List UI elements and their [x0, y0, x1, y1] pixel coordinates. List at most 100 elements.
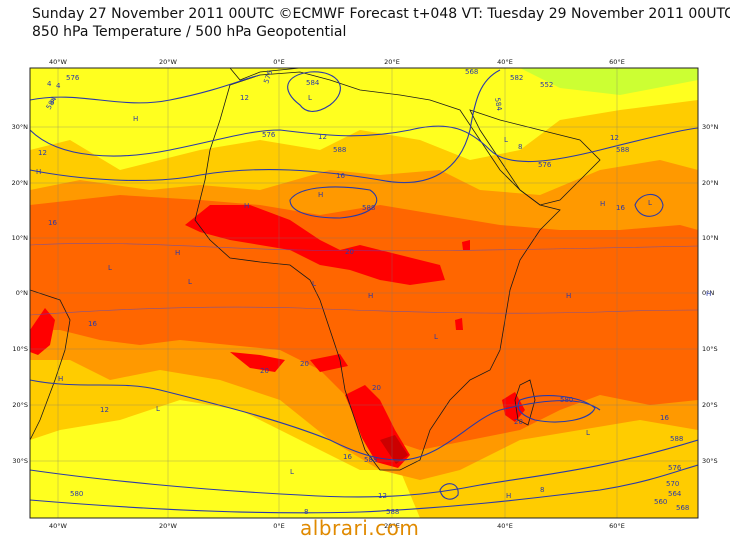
graticule: [30, 68, 698, 518]
lat-label-right: 30°S: [702, 457, 718, 465]
high-marker: H: [566, 292, 571, 300]
lat-label-left: 30°S: [12, 457, 28, 465]
lon-label-top: 20°E: [384, 58, 400, 66]
chart-subtitle: 850 hPa Temperature / 500 hPa Geopotenti…: [32, 24, 347, 40]
contour-label: 12: [100, 406, 109, 414]
contour-label: 16: [660, 414, 669, 422]
contour-label: 588: [362, 204, 375, 212]
contour-label: 588: [616, 146, 629, 154]
contour-label: 4: [56, 82, 61, 90]
contour-label: 576: [668, 464, 682, 472]
high-marker: H: [133, 115, 138, 123]
chart-title: Sunday 27 November 2011 00UTC ©ECMWF For…: [32, 6, 730, 22]
contour-label: 576: [66, 74, 80, 82]
coastlines: [30, 68, 601, 471]
contour-label: 584: [493, 97, 503, 112]
low-marker: L: [156, 405, 160, 413]
high-marker: H: [368, 292, 373, 300]
lon-label-bottom: 40°E: [497, 522, 513, 530]
lon-label-bottom: 60°E: [609, 522, 625, 530]
contour-label: 576: [262, 131, 276, 139]
contour-label: 20: [300, 360, 309, 368]
contour-label: 564: [668, 490, 682, 498]
lon-label-bottom: 40°W: [49, 522, 68, 530]
lon-label-top: 40°W: [49, 58, 68, 66]
lon-label-top: 20°W: [159, 58, 178, 66]
contour-label: 20: [372, 384, 381, 392]
contour-label: 20: [260, 367, 269, 375]
contour-label: 568: [465, 68, 478, 76]
lon-label-top: 60°E: [609, 58, 625, 66]
high-marker: H: [175, 249, 180, 257]
contour-label: 582: [510, 74, 523, 82]
contour-label: 12: [240, 94, 249, 102]
lat-label-left: 10°S: [12, 345, 28, 353]
lon-label-bottom: 0°E: [273, 522, 285, 530]
temperature-contours: [30, 243, 698, 316]
lat-label-left: 0°N: [16, 289, 28, 297]
high-marker: H: [58, 375, 63, 383]
high-marker: H: [600, 200, 605, 208]
map-frame: [29, 67, 699, 519]
lon-label-bottom: 20°W: [159, 522, 178, 530]
low-marker: L: [108, 264, 112, 272]
contour-label: 20: [345, 248, 354, 256]
low-marker: L: [312, 280, 316, 288]
high-marker: H: [318, 191, 323, 199]
low-marker: L: [586, 429, 590, 437]
contour-label: 16: [48, 219, 57, 227]
contour-label: 20: [514, 418, 523, 426]
high-marker: H: [36, 168, 41, 176]
lat-label-right: 0°N: [702, 289, 714, 297]
pressure-centre-labels: L L L H H H L H H L H L H H L H L L H H …: [36, 94, 711, 500]
contour-label: 8: [518, 143, 522, 151]
contour-label: 12: [38, 149, 47, 157]
contour-label: 12: [610, 134, 619, 142]
lat-label-right: 20°N: [702, 179, 719, 187]
lon-label-top: 0°E: [273, 58, 285, 66]
temperature-labels: 8 4 12 16 16 12 20 20 20 20 16 12 16 12 …: [38, 80, 669, 516]
lat-label-right: 10°S: [702, 345, 718, 353]
contour-label: 588: [333, 146, 346, 154]
lat-label-right: 10°N: [702, 234, 719, 242]
contour-label: 16: [343, 453, 352, 461]
contour-label: 12: [378, 492, 387, 500]
contour-label: 16: [336, 172, 345, 180]
contour-label: 576: [538, 161, 552, 169]
low-marker: L: [434, 333, 438, 341]
lat-label-left: 30°N: [12, 123, 29, 131]
contour-label: 584: [306, 79, 320, 87]
contour-label: 580: [70, 490, 83, 498]
axis-labels: 40°W 20°W 0°E 20°E 40°E 60°E 40°W 20°W 0…: [12, 58, 719, 530]
contour-label: 16: [88, 320, 97, 328]
low-marker: L: [504, 136, 508, 144]
contour-label: 588: [364, 456, 377, 464]
lat-label-left: 20°N: [12, 179, 29, 187]
high-marker: H: [706, 290, 711, 298]
contour-label: 8: [304, 508, 308, 516]
lat-label-left: 10°N: [12, 234, 29, 242]
contour-label: 16: [616, 204, 625, 212]
contour-label: 12: [318, 133, 327, 141]
contour-label: 4: [47, 80, 52, 88]
contour-label: 588: [670, 435, 683, 443]
lon-label-bottom: 20°E: [384, 522, 400, 530]
low-marker: L: [308, 94, 312, 102]
contour-label: 570: [666, 480, 679, 488]
contour-label: 568: [676, 504, 689, 512]
contour-label: 580: [560, 396, 573, 404]
high-marker: H: [244, 202, 249, 210]
low-marker: L: [648, 199, 652, 207]
watermark: albrari.com: [300, 516, 420, 540]
high-marker: H: [506, 492, 511, 500]
lon-label-top: 40°E: [497, 58, 513, 66]
low-marker: L: [290, 468, 294, 476]
contour-label: 552: [540, 81, 553, 89]
lat-label-right: 30°N: [702, 123, 719, 131]
lat-label-right: 20°S: [702, 401, 718, 409]
geopotential-labels: 576 576 584 588 588 584 576 588 588 580 …: [45, 68, 690, 516]
contour-label: 8: [50, 98, 54, 106]
contour-label: 588: [386, 508, 399, 516]
lat-label-left: 20°S: [12, 401, 28, 409]
